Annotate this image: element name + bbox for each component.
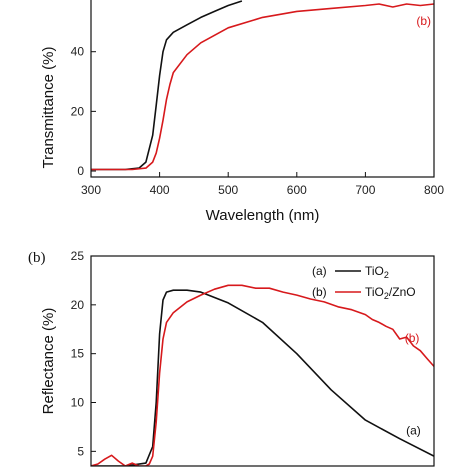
- panel-a-x-axis-title: Wavelength (nm): [206, 207, 320, 224]
- panel-b-axes-frame: [90, 255, 435, 467]
- panel-a-series-line-2: [91, 3, 434, 171]
- panel-b-legend-entry-2: (b) TiO2/ZnO: [312, 285, 416, 301]
- panel-b-series-line-1: [91, 289, 434, 466]
- panel-a-x-tick-label: 500: [218, 183, 238, 197]
- panel-a-x-tick-label: 700: [355, 183, 375, 197]
- panel-b-label: (b): [28, 250, 46, 266]
- panel-b-legend-entry-1: (a) TiO2: [312, 264, 389, 280]
- panel-b-annotation: (b): [405, 331, 420, 345]
- panel-a-axes-frame: [90, 0, 435, 178]
- legend-prefix: (a): [312, 264, 327, 278]
- panel-a-annotation: (b): [416, 14, 431, 28]
- panel-a-y-tick-label: 40: [71, 45, 85, 59]
- panel-a-x-tick-label: 400: [150, 183, 170, 197]
- panel-b-y-tick-label: 20: [71, 298, 85, 312]
- legend-label: TiO2/ZnO: [365, 285, 416, 301]
- panel-a-y-tick-label: 20: [71, 104, 85, 118]
- panel-b-y-tick-label: 5: [77, 444, 84, 458]
- panel-b-y-tick-label: 25: [71, 249, 85, 263]
- panel-a-series-line-1: [91, 0, 243, 171]
- panel-a-y-tick-label: 0: [77, 164, 84, 178]
- panel-b-y-axis-title: Reflectance (%): [40, 308, 57, 415]
- legend-prefix: (b): [312, 285, 327, 299]
- panel-a-plot: 0 20 40 300 400 500 600 700 800 Wavelength (nm) Tr…: [40, 0, 444, 224]
- panel-a-x-tick-label: 600: [287, 183, 307, 197]
- panel-b-annotation: (a): [406, 424, 421, 438]
- panel-b-y-tick-label: 10: [71, 396, 85, 410]
- panel-b-plot: 5 10 15 20 25 Reflectance (%) (b) (b) (a) (a) TiO2…: [28, 249, 435, 467]
- panel-b-y-tick-label: 15: [71, 347, 85, 361]
- panel-a-y-axis-title: Transmittance (%): [40, 47, 57, 169]
- panel-b-series-line-2: [91, 284, 434, 466]
- panel-a-x-tick-label: 800: [424, 183, 444, 197]
- panel-a-x-tick-label: 300: [81, 183, 101, 197]
- legend-label: TiO2: [365, 264, 389, 280]
